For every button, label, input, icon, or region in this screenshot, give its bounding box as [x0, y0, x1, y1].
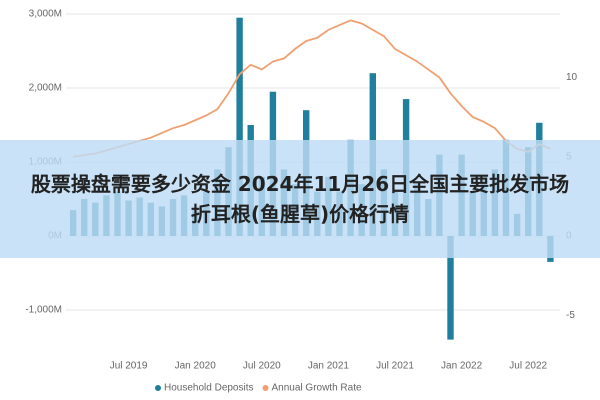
y2-tick-label: -5	[566, 310, 575, 321]
legend-label: Annual Growth Rate	[272, 383, 362, 394]
legend-marker	[155, 385, 161, 391]
x-tick-label: Jul 2019	[110, 361, 148, 372]
legend-marker	[262, 385, 269, 391]
x-tick-label: Jul 2021	[376, 361, 414, 372]
bar	[447, 236, 454, 340]
x-tick-label: Jan 2022	[441, 361, 483, 372]
y-tick-label: -1,000M	[25, 305, 62, 316]
x-tick-label: Jul 2022	[509, 361, 547, 372]
y-tick-label: 2,000M	[29, 83, 62, 94]
x-tick-label: Jan 2021	[308, 361, 350, 372]
bar	[236, 17, 243, 237]
x-tick-label: Jan 2020	[175, 361, 217, 372]
y2-tick-label: 10	[566, 72, 578, 83]
x-tick-label: Jul 2020	[243, 361, 281, 372]
legend-label: Household Deposits	[164, 383, 254, 394]
banner-title: 股票操盘需要多少资金 2024年11月26日全国主要批发市场折耳根(鱼腥草)价格…	[30, 172, 570, 226]
banner: 股票操盘需要多少资金 2024年11月26日全国主要批发市场折耳根(鱼腥草)价格…	[0, 140, 600, 258]
y-tick-label: 3,000M	[29, 9, 62, 20]
line	[72, 19, 551, 158]
